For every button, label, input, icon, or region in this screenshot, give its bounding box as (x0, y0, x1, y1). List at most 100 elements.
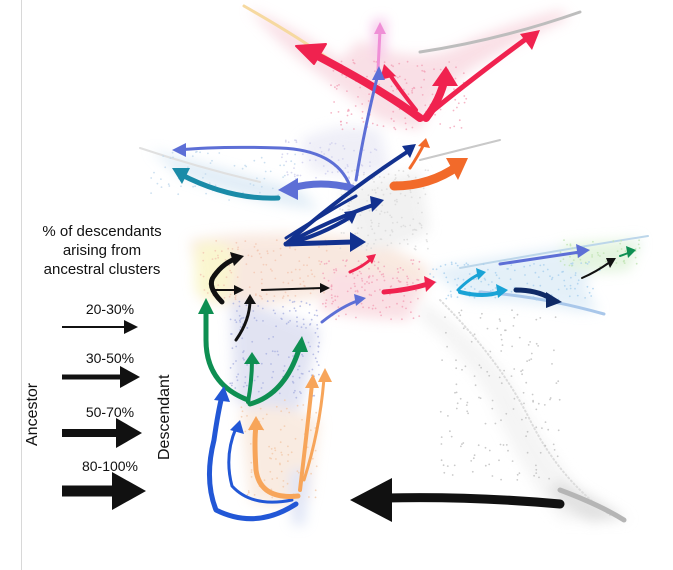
cell-point (243, 358, 245, 361)
cell-point (424, 104, 427, 107)
cell-point (473, 375, 476, 377)
cell-point (382, 193, 385, 196)
cell-point (362, 173, 365, 176)
cell-point (357, 227, 359, 230)
cell-point (398, 62, 401, 65)
cell-point (334, 142, 337, 145)
cell-point (458, 311, 460, 314)
cell-point (271, 452, 274, 455)
cell-point (288, 356, 290, 359)
cell-point (236, 310, 238, 312)
cell-point (450, 435, 453, 438)
cell-point (253, 494, 256, 496)
cell-point (364, 283, 366, 285)
cell-point (503, 369, 505, 372)
cell-point (543, 298, 545, 301)
cell-point (268, 337, 270, 340)
cell-point (283, 399, 286, 402)
cell-point (380, 210, 383, 213)
cell-point (395, 198, 398, 201)
cell-point (271, 270, 273, 272)
cell-point (337, 315, 340, 317)
cell-point (465, 97, 468, 100)
cell-point (313, 314, 316, 316)
cell-point (272, 250, 275, 252)
cell-point (336, 171, 339, 173)
cell-point (388, 306, 391, 308)
cell-point (266, 250, 269, 253)
cell-point (335, 269, 338, 272)
cell-point (394, 174, 397, 176)
cell-point (302, 318, 305, 321)
cell-point (282, 369, 285, 372)
arrow-red-right-mid (381, 281, 431, 295)
cell-point (572, 259, 575, 261)
cell-point (401, 318, 403, 321)
cell-point (247, 490, 250, 492)
cell-point (290, 451, 293, 454)
cell-point (353, 128, 355, 130)
cell-point (529, 341, 531, 343)
cell-point (390, 285, 393, 288)
cell-point (552, 443, 555, 446)
cell-point (551, 363, 553, 365)
cell-point (402, 170, 405, 173)
cell-point (421, 69, 424, 72)
cell-point (512, 408, 515, 410)
cell-point (320, 151, 323, 153)
cell-point (373, 242, 375, 245)
cell-point (494, 422, 497, 425)
cell-point (340, 232, 343, 234)
cell-point (250, 469, 253, 471)
cell-point (241, 317, 243, 319)
cell-point (460, 445, 462, 448)
cell-point (376, 279, 378, 281)
cell-point (217, 254, 219, 257)
cell-point (557, 274, 560, 276)
arrow-periwinkle-mid-head (354, 294, 366, 306)
cell-point (262, 263, 265, 266)
cell-point (472, 457, 475, 460)
cell-point (245, 263, 248, 266)
cell-point (316, 360, 318, 363)
cell-point (457, 277, 460, 280)
cell-point (455, 407, 458, 410)
cell-point (306, 264, 308, 267)
cell-point (335, 88, 338, 90)
cell-point (318, 260, 320, 262)
arrow-pink-top-head (374, 22, 386, 34)
cell-point (300, 392, 302, 395)
cell-point (282, 281, 285, 284)
cell-point (410, 196, 413, 199)
cell-point (516, 313, 519, 316)
cell-point (368, 209, 371, 212)
cell-point (513, 269, 516, 272)
cell-point (299, 305, 302, 308)
cell-point (265, 413, 268, 416)
cell-point (435, 268, 438, 271)
cell-point (559, 260, 562, 263)
cell-point (214, 249, 217, 252)
cell-point (250, 471, 253, 473)
cell-point (337, 159, 340, 162)
cell-point (256, 177, 258, 180)
cell-point (532, 284, 535, 287)
cell-point (397, 76, 399, 79)
cell-point (500, 334, 502, 336)
cell-point (427, 247, 429, 250)
cell-point (424, 193, 427, 196)
cell-point (455, 367, 458, 370)
cell-point (211, 159, 213, 162)
cell-point (480, 366, 482, 369)
cell-point (421, 64, 423, 67)
arrow-red-left (302, 46, 424, 122)
cell-point (229, 367, 232, 369)
cell-point (453, 125, 456, 128)
cell-point (510, 264, 513, 266)
cell-point (422, 187, 425, 190)
cell-point (473, 288, 476, 290)
cell-point (443, 272, 446, 275)
arrow-navy-1 (284, 148, 412, 246)
cell-point (392, 110, 395, 113)
cell-point (550, 278, 553, 281)
